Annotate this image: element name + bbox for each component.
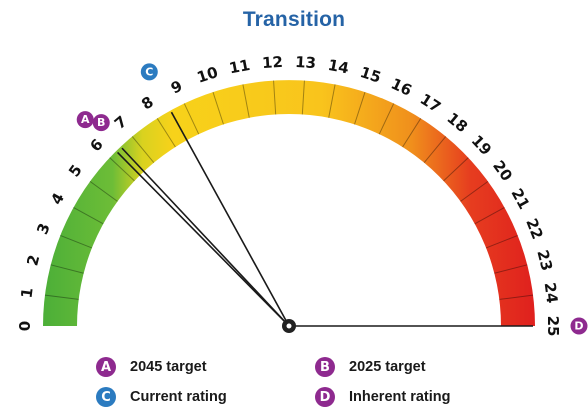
callout-badge-icon (570, 317, 588, 335)
callout-letter: A (81, 113, 90, 126)
tick-label-20: 20 (489, 157, 516, 184)
legend-item-b: B 2025 target (315, 354, 426, 380)
tick-line (474, 207, 505, 225)
tick-label-16: 16 (388, 75, 415, 100)
tick-label-9: 9 (168, 77, 185, 98)
tick-line (301, 80, 305, 115)
tick-line (499, 294, 534, 300)
tick-label-10: 10 (195, 63, 220, 87)
tick-line (89, 181, 118, 202)
tick-line (328, 84, 336, 118)
tick-line (443, 157, 469, 182)
callout-letter: D (574, 320, 583, 333)
callout-a: A (76, 111, 94, 129)
needle-a (116, 151, 290, 327)
tick-line (131, 136, 155, 163)
tick-label-18: 18 (444, 109, 472, 136)
callout-c: C (140, 63, 158, 81)
tick-label-22: 22 (522, 216, 546, 242)
tick-label-12: 12 (261, 53, 283, 72)
badge-d-icon: D (315, 387, 335, 407)
tick-line (402, 118, 422, 148)
tick-label-24: 24 (541, 281, 561, 304)
needle-c (170, 111, 290, 327)
tick-label-3: 3 (33, 221, 54, 237)
tick-label-4: 4 (47, 190, 68, 208)
tick-line (494, 264, 528, 274)
tick-line (44, 294, 79, 300)
tick-label-23: 23 (533, 248, 556, 273)
tick-label-17: 17 (417, 90, 444, 116)
legend-label: 2025 target (349, 359, 426, 375)
callout-letter: C (145, 65, 153, 78)
gauge-band (43, 80, 535, 327)
legend-item-d: D Inherent rating (315, 384, 451, 410)
tick-label-11: 11 (228, 56, 252, 78)
tick-line (50, 264, 84, 274)
badge-c-icon: C (96, 387, 116, 407)
marker-callouts: A B C D (76, 63, 588, 335)
tick-line (109, 157, 135, 182)
legend: A 2045 target B 2025 target C Current ra… (0, 352, 588, 410)
tick-label-7: 7 (111, 112, 131, 133)
tick-label-13: 13 (295, 53, 317, 72)
tick-line (423, 136, 447, 163)
tick-label-2: 2 (23, 253, 43, 268)
legend-item-a: A 2045 target (96, 354, 207, 380)
tick-label-6: 6 (86, 135, 106, 155)
tick-lines (44, 80, 534, 300)
callout-badge-icon (140, 63, 158, 81)
legend-label: Current rating (130, 389, 227, 405)
tick-label-21: 21 (507, 185, 533, 212)
tick-line (212, 91, 224, 125)
tick-label-5: 5 (65, 161, 86, 180)
chart-title: Transition (242, 8, 346, 31)
legend-label: 2045 target (130, 359, 207, 375)
tick-label-1: 1 (17, 287, 36, 300)
callout-badge-icon (76, 111, 94, 129)
callout-d: D (570, 317, 588, 335)
needle-hub-center (286, 323, 292, 329)
tick-line (60, 234, 93, 249)
tick-label-15: 15 (358, 63, 383, 87)
needle-b (121, 147, 290, 327)
badge-b-icon: B (315, 357, 335, 377)
tick-label-25: 25 (544, 316, 562, 337)
tick-line (378, 103, 395, 135)
legend-item-c: C Current rating (96, 384, 227, 410)
tick-line (73, 207, 104, 225)
tick-line (273, 80, 277, 115)
tick-line (460, 181, 489, 202)
tick-label-8: 8 (138, 93, 156, 114)
tick-line (354, 91, 366, 125)
tick-line (183, 103, 200, 135)
badge-a-icon: A (96, 357, 116, 377)
tick-line (156, 118, 176, 148)
legend-label: Inherent rating (349, 389, 451, 405)
tick-line (485, 234, 518, 249)
tick-label-14: 14 (327, 56, 351, 78)
tick-label-19: 19 (468, 132, 495, 160)
callout-badge-icon (92, 114, 110, 132)
callout-letter: B (97, 116, 105, 129)
tick-line (242, 84, 250, 118)
tick-label-0: 0 (16, 321, 34, 331)
callout-b: B (92, 114, 110, 132)
needles (116, 111, 533, 327)
